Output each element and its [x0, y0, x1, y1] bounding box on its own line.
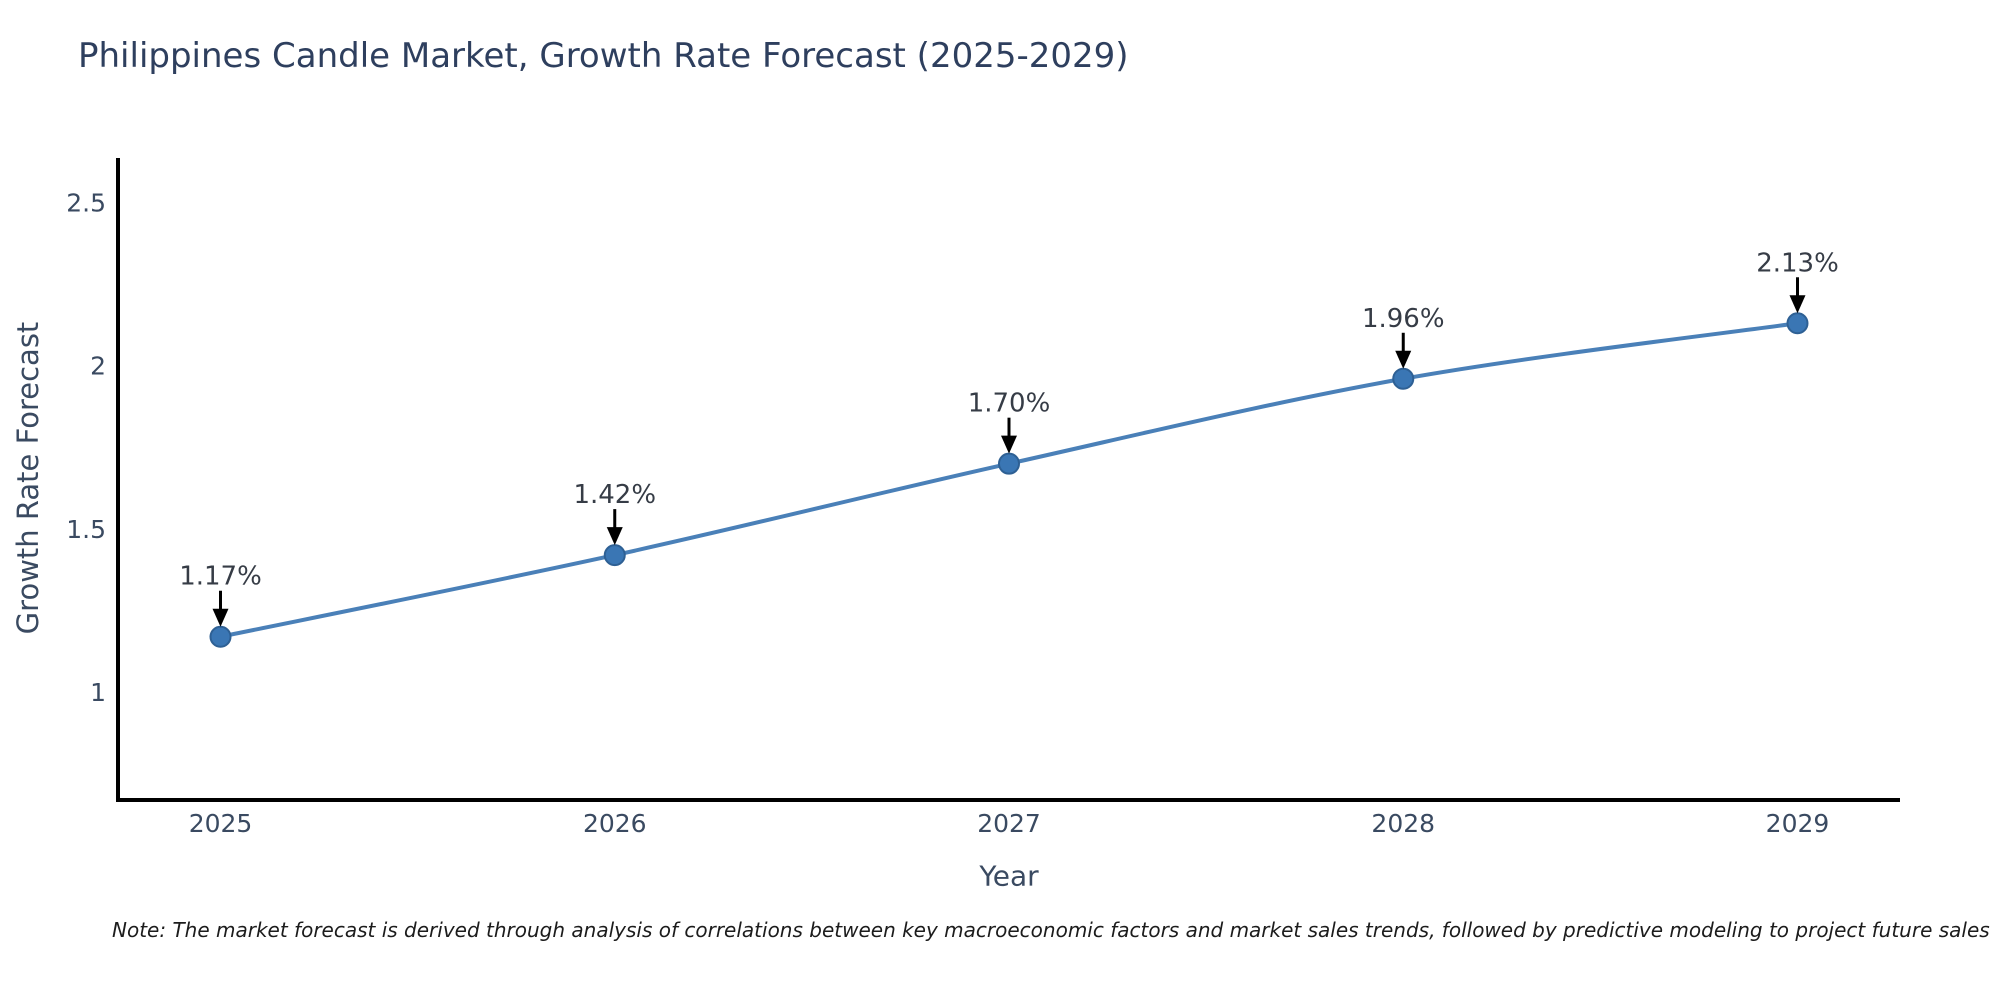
annotation-arrowhead	[1001, 435, 1017, 454]
data-point-marker	[209, 625, 232, 648]
y-tick-label: 1.5	[66, 515, 106, 544]
data-point-marker	[603, 544, 626, 567]
x-axis-title: Year	[979, 859, 1039, 893]
annotation-arrowhead	[212, 608, 229, 627]
annotation-label: 1.96%	[1362, 304, 1445, 334]
annotation-arrowhead	[1789, 295, 1806, 314]
annotation-arrowhead	[1395, 350, 1412, 369]
x-tick-label: 2028	[1371, 809, 1435, 838]
y-tick-label: 1	[90, 678, 106, 707]
data-point-marker	[998, 452, 1020, 475]
annotation-label: 1.70%	[968, 389, 1051, 419]
y-tick-label: 2	[90, 352, 106, 381]
chart-title: Philippines Candle Market, Growth Rate F…	[78, 36, 1129, 76]
data-point-marker	[1392, 367, 1415, 390]
x-tick-label: 2026	[583, 809, 647, 838]
annotation-label: 2.13%	[1756, 248, 1839, 278]
data-point-marker	[1786, 312, 1809, 335]
y-axis-title: Growth Rate Forecast	[11, 321, 45, 635]
annotation-label: 1.42%	[573, 480, 656, 510]
trend-line	[218, 321, 1800, 639]
x-tick-label: 2025	[189, 809, 253, 838]
x-tick-label: 2029	[1766, 809, 1830, 838]
footnote: Note: The market forecast is derived thr…	[112, 918, 1990, 942]
annotation-arrowhead	[606, 527, 623, 546]
annotation-label: 1.17%	[179, 562, 262, 592]
x-tick-label: 2027	[977, 809, 1041, 838]
y-tick-label: 2.5	[66, 188, 106, 217]
